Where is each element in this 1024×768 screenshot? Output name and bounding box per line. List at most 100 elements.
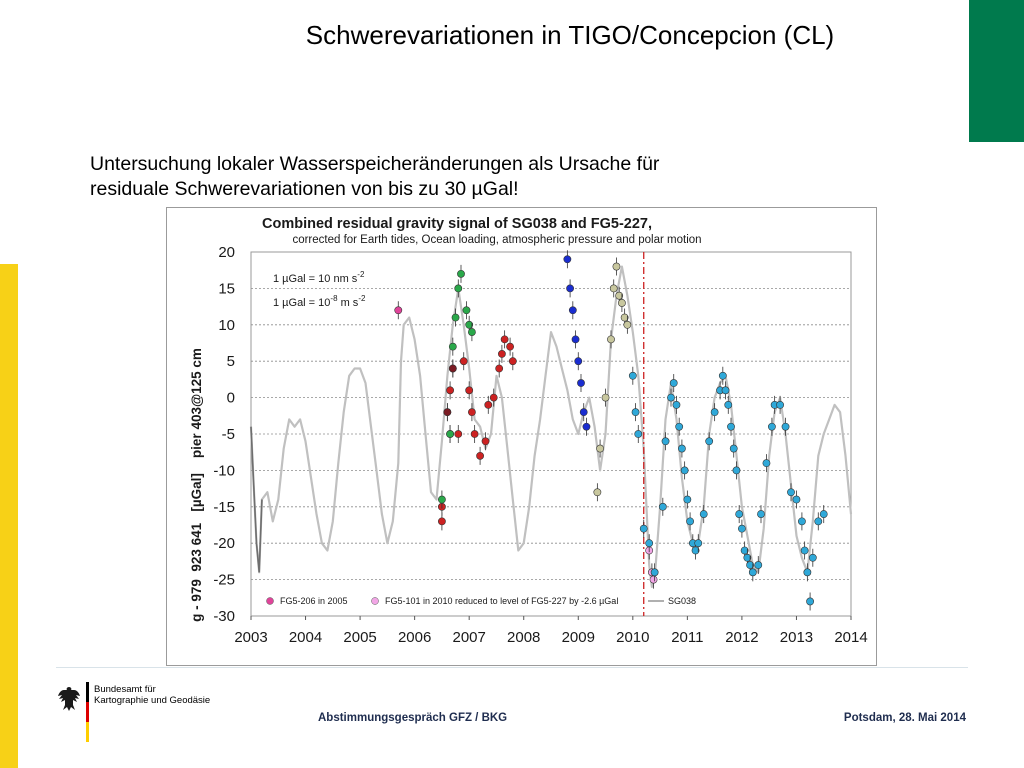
data-point: [798, 517, 806, 526]
data-point: [672, 400, 681, 409]
y-tick-label: 5: [227, 353, 235, 370]
data-point: [803, 568, 812, 577]
data-point: [727, 422, 735, 431]
data-point: [495, 364, 504, 373]
fg5-points: [394, 250, 828, 611]
data-point: [634, 430, 643, 438]
data-point: [729, 444, 738, 453]
intro-line-2: residuale Schwerevariationen von bis zu …: [90, 178, 519, 200]
y-tick-label: -25: [213, 572, 235, 589]
x-tick-labels: 2003 2004 2005 2006 2007 2008 2009 2010 2011 2012…: [234, 616, 868, 646]
data-point: [443, 408, 452, 417]
legend-label-sg038: SG038: [668, 596, 696, 606]
agency-logo: Bundesamt für Kartographie und Geodäsie: [56, 680, 236, 744]
data-point: [615, 291, 624, 300]
chart-subtitle: corrected for Earth tides, Ocean loading…: [292, 234, 701, 246]
data-point: [571, 335, 580, 344]
data-point: [508, 357, 517, 366]
y-tick-labels: 20 15 10 5 0 -5 -10 -15 -20 -25 -30: [213, 244, 235, 625]
data-point: [724, 400, 733, 409]
sg038-line-early: [250, 426, 263, 573]
data-point: [612, 262, 621, 271]
data-point: [645, 539, 654, 548]
data-point: [470, 430, 479, 438]
data-point: [649, 575, 658, 584]
data-point: [806, 597, 814, 606]
y-tick-label: 10: [218, 317, 235, 334]
data-point: [394, 306, 403, 315]
unit-annotations: 1 µGal = 10 nm s-2 1 µGal = 10-8 m s-2: [273, 270, 366, 309]
data-point: [686, 517, 694, 526]
data-point: [468, 328, 476, 336]
data-point: [705, 437, 714, 446]
data-point: [448, 364, 457, 373]
data-point: [746, 561, 754, 569]
data-point: [661, 437, 670, 446]
grid-lines: [250, 251, 852, 617]
footer-place-date: Potsdam, 28. Mai 2014: [843, 712, 966, 724]
data-point: [476, 451, 484, 460]
x-tick-label: 2010: [616, 629, 649, 646]
data-point: [465, 386, 474, 395]
data-point: [748, 568, 757, 577]
data-point: [694, 539, 703, 548]
legend-label-fg5-101: FG5-101 in 2010 reduced to level of FG5-…: [385, 596, 618, 606]
data-point: [680, 466, 689, 475]
footer-event: Abstimmungsgespräch GFZ / BKG: [318, 712, 508, 724]
accent-green-bar: [969, 0, 1024, 142]
y-tick-label: -30: [213, 608, 235, 625]
data-point: [601, 393, 610, 402]
data-point: [667, 393, 675, 402]
sg038-series: [249, 265, 853, 588]
data-point: [675, 422, 684, 431]
data-point: [577, 379, 585, 387]
agency-name-line-2: Kartographie und Geodäsie: [94, 695, 211, 706]
data-point: [568, 306, 577, 315]
data-point: [579, 408, 588, 417]
agency-name-line-1: Bundesamt für: [94, 684, 156, 695]
data-point: [754, 561, 763, 569]
data-point: [757, 510, 765, 518]
y-tick-label: 0: [227, 390, 235, 407]
y-tick-label: 15: [218, 280, 235, 297]
chart-legend: FG5-206 in 2005 FG5-101 in 2010 reduced …: [266, 596, 696, 606]
data-point: [808, 553, 817, 562]
data-point: [776, 400, 784, 409]
intro-line-1: Untersuchung lokaler Wasserspeicheränder…: [90, 153, 660, 175]
data-point: [448, 342, 457, 351]
data-point: [468, 408, 476, 417]
data-point: [498, 350, 506, 358]
data-point: [732, 466, 741, 475]
x-tick-label: 2011: [671, 629, 703, 646]
x-tick-label: 2008: [507, 629, 540, 646]
data-point: [743, 553, 752, 562]
data-point: [691, 546, 700, 555]
data-point: [454, 430, 463, 438]
agency-name: Bundesamt für Kartographie und Geodäsie: [94, 684, 210, 706]
data-point: [792, 495, 801, 504]
x-tick-label: 2005: [343, 629, 376, 646]
data-point: [462, 306, 471, 315]
data-point: [658, 502, 667, 511]
x-tick-label: 2013: [780, 629, 813, 646]
y-axis-label: g - 979 923 641 [µGal] pier 403@125 cm: [189, 348, 204, 622]
data-point: [500, 335, 509, 344]
data-point: [457, 269, 465, 278]
data-point: [451, 313, 460, 322]
data-point: [669, 379, 678, 387]
y-tick-label: -5: [222, 426, 235, 443]
x-tick-label: 2009: [562, 629, 595, 646]
data-point: [738, 524, 746, 533]
data-point: [787, 488, 795, 497]
data-point: [438, 517, 446, 526]
data-point: [781, 422, 790, 431]
data-point: [566, 284, 574, 293]
chart-title: Combined residual gravity signal of SG03…: [262, 216, 652, 232]
legend-marker-fg5-206: [266, 597, 274, 605]
data-point: [819, 510, 828, 518]
unit-annotation-2: 1 µGal = 10-8 m s-2: [273, 294, 366, 309]
flag-stripe: [86, 682, 89, 742]
data-point: [465, 320, 474, 329]
x-tick-label: 2006: [398, 629, 431, 646]
x-tick-label: 2003: [234, 629, 267, 646]
